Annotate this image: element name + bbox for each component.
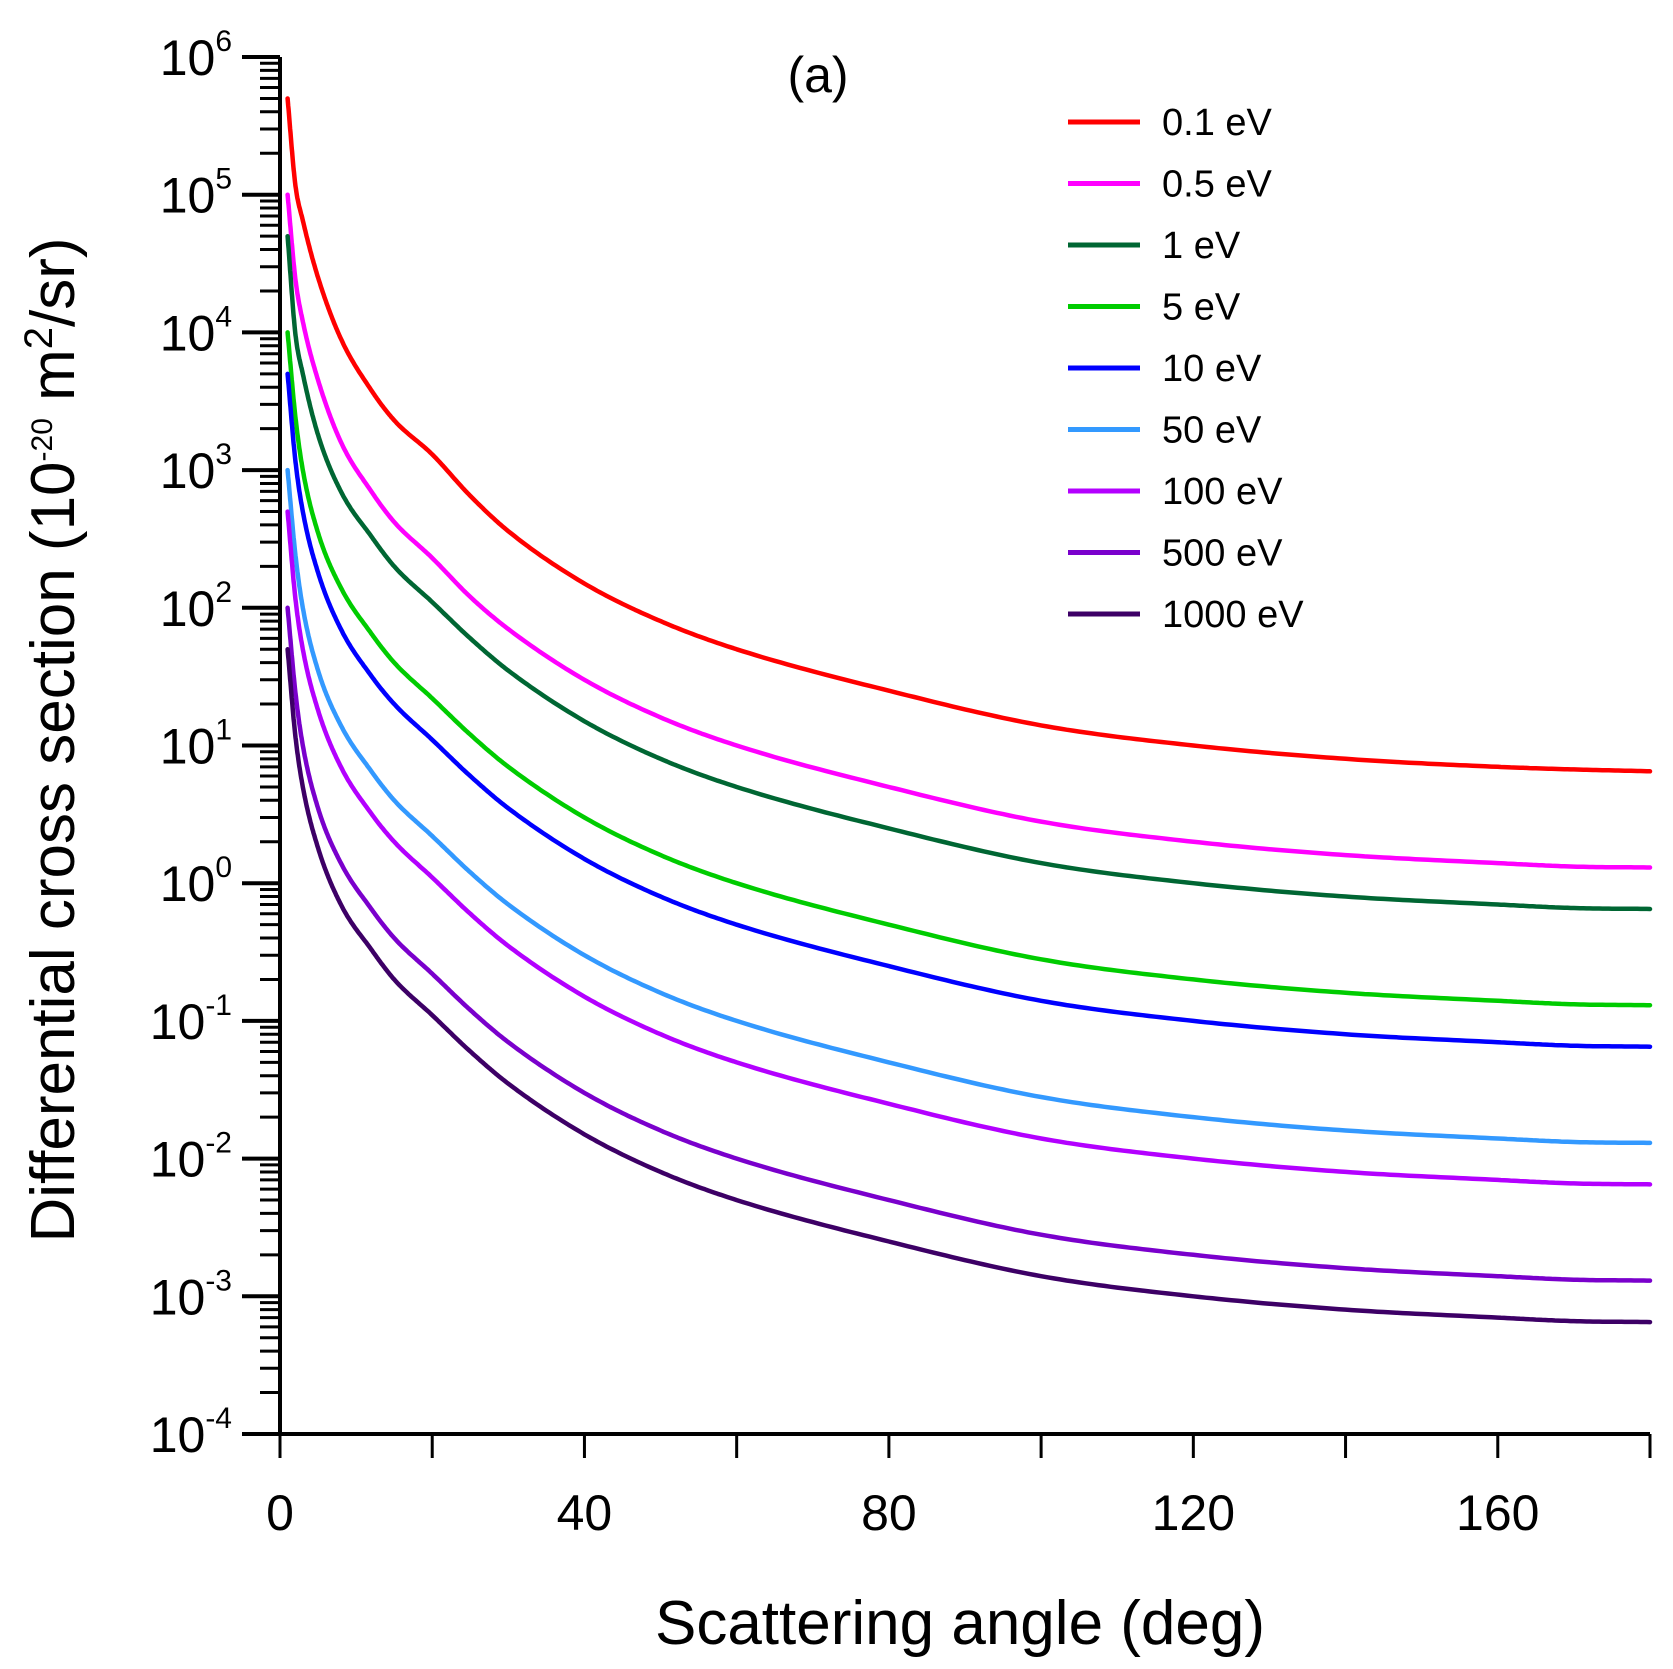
series-line-8 bbox=[285, 647, 1653, 1325]
y-tick-label: 103 bbox=[160, 438, 232, 499]
x-tick-label: 160 bbox=[1456, 1485, 1539, 1541]
legend-label-6: 100 eV bbox=[1162, 471, 1283, 513]
y-tick-label: 10-1 bbox=[150, 989, 232, 1050]
series-line-6 bbox=[285, 509, 1653, 1187]
panel-label: (a) bbox=[787, 47, 848, 103]
legend-label-8: 1000 eV bbox=[1162, 594, 1304, 636]
x-tick-label: 40 bbox=[557, 1485, 613, 1541]
legend-label-3: 5 eV bbox=[1162, 287, 1241, 329]
y-tick-label: 105 bbox=[160, 163, 232, 224]
y-tick-label: 104 bbox=[160, 300, 232, 361]
y-tick-label: 102 bbox=[160, 576, 232, 637]
legend: 0.1 eV 0.5 eV 1 eV 5 eV 10 eV 50 eV 100 eV 500 … bbox=[1068, 102, 1304, 636]
y-tick-label: 106 bbox=[160, 25, 232, 86]
y-major-ticks bbox=[242, 55, 280, 1436]
legend-label-7: 500 eV bbox=[1162, 533, 1283, 575]
legend-label-2: 1 eV bbox=[1162, 225, 1241, 267]
y-tick-label: 10-3 bbox=[150, 1264, 232, 1325]
series-line-2 bbox=[285, 233, 1653, 912]
x-tick-label: 0 bbox=[266, 1485, 294, 1541]
legend-label-1: 0.5 eV bbox=[1162, 164, 1273, 206]
series-line-4 bbox=[285, 371, 1653, 1049]
y-tick-label: 10-4 bbox=[150, 1402, 232, 1463]
series-line-3 bbox=[285, 330, 1653, 1008]
legend-label-5: 50 eV bbox=[1162, 410, 1262, 452]
x-tick-label: 80 bbox=[861, 1485, 917, 1541]
series-line-7 bbox=[285, 605, 1653, 1283]
y-tick-label: 101 bbox=[160, 714, 232, 775]
series-lines bbox=[285, 96, 1653, 1325]
y-axis-title-exp2: 2 bbox=[17, 327, 61, 349]
y-tick-label: 100 bbox=[160, 851, 232, 912]
series-line-1 bbox=[285, 192, 1653, 870]
y-axis-title-exp1: -20 bbox=[26, 418, 59, 461]
x-tick-label: 120 bbox=[1152, 1485, 1235, 1541]
y-axis-title-mid: m bbox=[19, 349, 88, 418]
x-ticks bbox=[278, 1434, 1652, 1458]
x-axis-title: Scattering angle (deg) bbox=[655, 1589, 1265, 1658]
y-axis-title-prefix: Differential cross section (10 bbox=[19, 461, 88, 1242]
x-tick-labels: 0 40 80 120 160 bbox=[266, 1485, 1539, 1541]
y-tick-label: 10-2 bbox=[150, 1127, 232, 1188]
legend-label-0: 0.1 eV bbox=[1162, 102, 1273, 144]
y-minor-ticks bbox=[260, 61, 280, 1395]
legend-label-4: 10 eV bbox=[1162, 348, 1262, 390]
series-line-5 bbox=[285, 467, 1653, 1146]
y-axis-title-suffix: /sr) bbox=[19, 237, 88, 327]
y-axis-title: Differential cross section (10-20 m2/sr) bbox=[17, 237, 88, 1242]
series-line-0 bbox=[285, 96, 1653, 774]
y-tick-labels: 106 105 104 103 102 101 100 10-1 10-2 10-3 10-4 bbox=[150, 25, 232, 1463]
